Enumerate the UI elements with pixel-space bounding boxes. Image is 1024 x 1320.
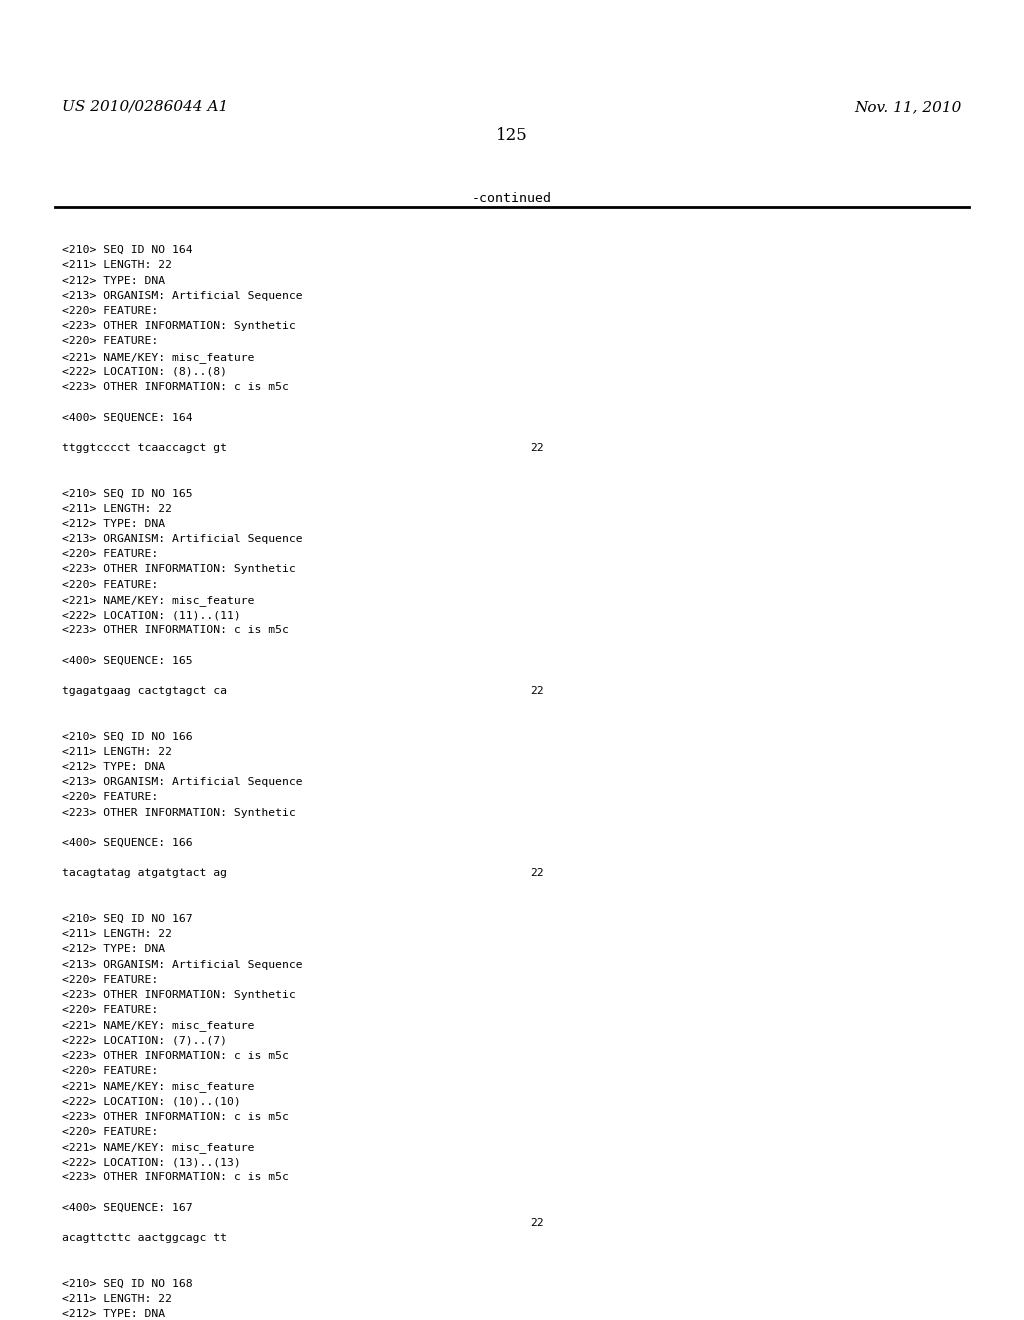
Text: <400> SEQUENCE: 164: <400> SEQUENCE: 164 [62, 412, 193, 422]
Text: <212> TYPE: DNA: <212> TYPE: DNA [62, 276, 165, 285]
Text: <211> LENGTH: 22: <211> LENGTH: 22 [62, 260, 172, 271]
Text: <400> SEQUENCE: 165: <400> SEQUENCE: 165 [62, 656, 193, 665]
Text: <222> LOCATION: (8)..(8): <222> LOCATION: (8)..(8) [62, 367, 227, 376]
Text: tacagtatag atgatgtact ag: tacagtatag atgatgtact ag [62, 869, 227, 878]
Text: <220> FEATURE:: <220> FEATURE: [62, 337, 159, 346]
Text: <220> FEATURE:: <220> FEATURE: [62, 1127, 159, 1137]
Text: <213> ORGANISM: Artificial Sequence: <213> ORGANISM: Artificial Sequence [62, 777, 303, 787]
Text: <220> FEATURE:: <220> FEATURE: [62, 306, 159, 315]
Text: <223> OTHER INFORMATION: c is m5c: <223> OTHER INFORMATION: c is m5c [62, 1051, 289, 1061]
Text: <210> SEQ ID NO 167: <210> SEQ ID NO 167 [62, 913, 193, 924]
Text: <223> OTHER INFORMATION: Synthetic: <223> OTHER INFORMATION: Synthetic [62, 565, 296, 574]
Text: 22: 22 [530, 869, 544, 878]
Text: <211> LENGTH: 22: <211> LENGTH: 22 [62, 929, 172, 940]
Text: 125: 125 [496, 127, 528, 144]
Text: <223> OTHER INFORMATION: c is m5c: <223> OTHER INFORMATION: c is m5c [62, 381, 289, 392]
Text: ttggtcccct tcaaccagct gt: ttggtcccct tcaaccagct gt [62, 442, 227, 453]
Text: <212> TYPE: DNA: <212> TYPE: DNA [62, 762, 165, 772]
Text: <211> LENGTH: 22: <211> LENGTH: 22 [62, 1294, 172, 1304]
Text: <210> SEQ ID NO 168: <210> SEQ ID NO 168 [62, 1279, 193, 1288]
Text: <221> NAME/KEY: misc_feature: <221> NAME/KEY: misc_feature [62, 351, 255, 363]
Text: <220> FEATURE:: <220> FEATURE: [62, 579, 159, 590]
Text: <221> NAME/KEY: misc_feature: <221> NAME/KEY: misc_feature [62, 1020, 255, 1031]
Text: <222> LOCATION: (10)..(10): <222> LOCATION: (10)..(10) [62, 1097, 241, 1106]
Text: <220> FEATURE:: <220> FEATURE: [62, 1067, 159, 1076]
Text: <210> SEQ ID NO 166: <210> SEQ ID NO 166 [62, 731, 193, 742]
Text: <212> TYPE: DNA: <212> TYPE: DNA [62, 519, 165, 529]
Text: <223> OTHER INFORMATION: c is m5c: <223> OTHER INFORMATION: c is m5c [62, 1172, 289, 1183]
Text: 22: 22 [530, 686, 544, 696]
Text: <220> FEATURE:: <220> FEATURE: [62, 549, 159, 560]
Text: -continued: -continued [472, 191, 552, 205]
Text: <400> SEQUENCE: 167: <400> SEQUENCE: 167 [62, 1203, 193, 1213]
Text: 22: 22 [530, 1218, 544, 1228]
Text: <223> OTHER INFORMATION: Synthetic: <223> OTHER INFORMATION: Synthetic [62, 990, 296, 1001]
Text: <213> ORGANISM: Artificial Sequence: <213> ORGANISM: Artificial Sequence [62, 290, 303, 301]
Text: <213> ORGANISM: Artificial Sequence: <213> ORGANISM: Artificial Sequence [62, 960, 303, 970]
Text: <220> FEATURE:: <220> FEATURE: [62, 792, 159, 803]
Text: <223> OTHER INFORMATION: c is m5c: <223> OTHER INFORMATION: c is m5c [62, 1111, 289, 1122]
Text: <211> LENGTH: 22: <211> LENGTH: 22 [62, 504, 172, 513]
Text: <221> NAME/KEY: misc_feature: <221> NAME/KEY: misc_feature [62, 595, 255, 606]
Text: <223> OTHER INFORMATION: Synthetic: <223> OTHER INFORMATION: Synthetic [62, 321, 296, 331]
Text: <213> ORGANISM: Artificial Sequence: <213> ORGANISM: Artificial Sequence [62, 535, 303, 544]
Text: <222> LOCATION: (11)..(11): <222> LOCATION: (11)..(11) [62, 610, 241, 620]
Text: <211> LENGTH: 22: <211> LENGTH: 22 [62, 747, 172, 756]
Text: US 2010/0286044 A1: US 2010/0286044 A1 [62, 100, 228, 114]
Text: <220> FEATURE:: <220> FEATURE: [62, 1006, 159, 1015]
Text: 22: 22 [530, 442, 544, 453]
Text: <222> LOCATION: (7)..(7): <222> LOCATION: (7)..(7) [62, 1036, 227, 1045]
Text: <212> TYPE: DNA: <212> TYPE: DNA [62, 1309, 165, 1319]
Text: Nov. 11, 2010: Nov. 11, 2010 [855, 100, 962, 114]
Text: <223> OTHER INFORMATION: Synthetic: <223> OTHER INFORMATION: Synthetic [62, 808, 296, 817]
Text: <220> FEATURE:: <220> FEATURE: [62, 974, 159, 985]
Text: acagttcttc aactggcagc tt: acagttcttc aactggcagc tt [62, 1233, 227, 1243]
Text: <400> SEQUENCE: 166: <400> SEQUENCE: 166 [62, 838, 193, 847]
Text: <221> NAME/KEY: misc_feature: <221> NAME/KEY: misc_feature [62, 1081, 255, 1092]
Text: <210> SEQ ID NO 165: <210> SEQ ID NO 165 [62, 488, 193, 499]
Text: <221> NAME/KEY: misc_feature: <221> NAME/KEY: misc_feature [62, 1142, 255, 1152]
Text: <210> SEQ ID NO 164: <210> SEQ ID NO 164 [62, 246, 193, 255]
Text: <212> TYPE: DNA: <212> TYPE: DNA [62, 944, 165, 954]
Text: <222> LOCATION: (13)..(13): <222> LOCATION: (13)..(13) [62, 1158, 241, 1167]
Text: <223> OTHER INFORMATION: c is m5c: <223> OTHER INFORMATION: c is m5c [62, 626, 289, 635]
Text: tgagatgaag cactgtagct ca: tgagatgaag cactgtagct ca [62, 686, 227, 696]
